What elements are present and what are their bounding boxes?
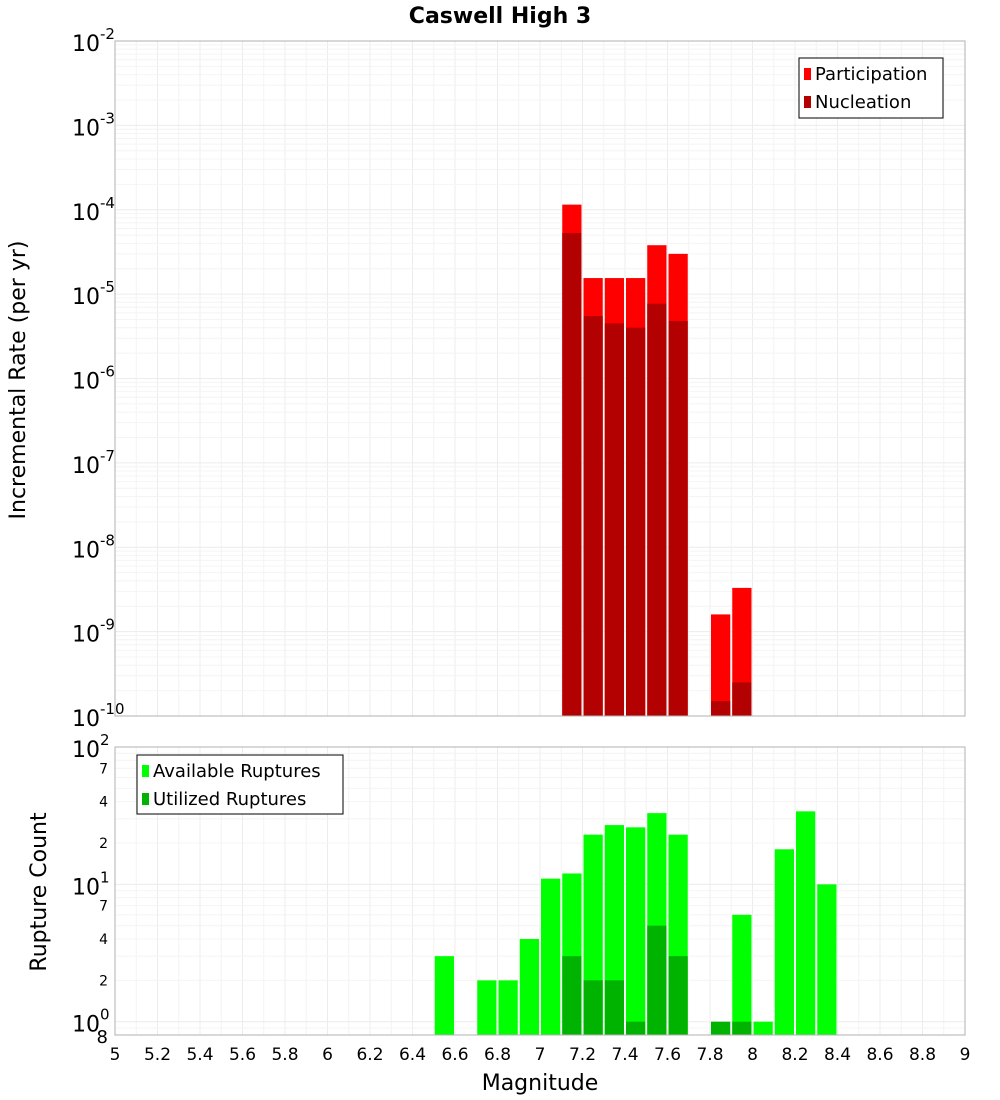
- bottom-y-tick-labels: 102 101 100 7 4 2 7 4 2 8: [72, 731, 110, 1048]
- x-tick-label: 8: [747, 1045, 758, 1065]
- top-y-tick-label: 10-2: [72, 25, 115, 57]
- top-y-tick-label: 10-3: [72, 109, 115, 141]
- bottom-bar-utilized-ruptures: [626, 1021, 646, 1035]
- x-tick-label: 6: [322, 1045, 333, 1065]
- top-legend-label: Nucleation: [815, 92, 911, 113]
- x-tick-label: 6.4: [399, 1045, 426, 1065]
- bottom-bar-available-ruptures: [541, 878, 561, 1035]
- top-bar-participation: [711, 614, 731, 716]
- bottom-legend: Available Ruptures Utilized Ruptures: [136, 754, 344, 815]
- bottom-bar-available-ruptures: [477, 980, 497, 1035]
- bottom-y-tick-label: 102: [72, 731, 110, 763]
- top-bars: [562, 204, 752, 717]
- bottom-legend-label: Utilized Ruptures: [153, 789, 306, 810]
- top-bar-nucleation: [668, 321, 688, 716]
- bottom-bar-available-ruptures: [817, 884, 837, 1035]
- x-tick-label: 7.4: [611, 1045, 638, 1065]
- x-tick-label: 5: [110, 1045, 121, 1065]
- bottom-bar-utilized-ruptures: [583, 980, 603, 1035]
- top-legend-label: Participation: [815, 64, 927, 85]
- x-tick-label: 6.8: [484, 1045, 511, 1065]
- x-tick-label: 8.6: [866, 1045, 893, 1065]
- bottom-bar-utilized-ruptures: [732, 1021, 752, 1035]
- x-tick-label: 6.6: [441, 1045, 468, 1065]
- top-bar-nucleation: [604, 323, 624, 716]
- bottom-y-minor-tick-label: 2: [99, 973, 108, 989]
- bottom-bar-utilized-ruptures: [562, 956, 582, 1035]
- x-tick-label: 5.8: [271, 1045, 298, 1065]
- top-y-tick-label: 10-9: [72, 616, 115, 648]
- top-plot-border: [114, 40, 966, 717]
- bottom-bar-available-ruptures: [519, 939, 539, 1035]
- top-legend-swatch: [804, 96, 811, 108]
- bottom-bar-available-ruptures: [498, 980, 518, 1035]
- x-tick-label: 8.8: [909, 1045, 936, 1065]
- bottom-y-minor-tick-label: 7: [99, 761, 108, 777]
- x-tick-label: 9: [960, 1045, 971, 1065]
- bottom-y-axis-title: Rupture Count: [27, 812, 52, 972]
- x-tick-label: 7.2: [569, 1045, 596, 1065]
- bottom-bars: [434, 811, 837, 1035]
- top-y-tick-labels: 10-2 10-3 10-4 10-5 10-6 10-7 10-8 10-9 10-10: [72, 25, 125, 732]
- top-gridlines: [114, 41, 966, 717]
- bottom-plot-border: [114, 746, 966, 1036]
- bottom-bar-utilized-ruptures: [647, 925, 667, 1035]
- top-legend-swatch: [804, 68, 811, 80]
- x-tick-label: 8.2: [781, 1045, 808, 1065]
- x-tick-label: 6.2: [356, 1045, 383, 1065]
- bottom-bar-utilized-ruptures: [711, 1021, 731, 1035]
- bottom-y-minor-tick-label: 4: [99, 932, 108, 948]
- bottom-bar-available-ruptures: [434, 956, 454, 1035]
- x-axis-title: Magnitude: [482, 1071, 599, 1096]
- top-y-tick-label: 10-10: [72, 700, 125, 732]
- bottom-bar-utilized-ruptures: [668, 956, 688, 1035]
- bottom-y-tick-label: 101: [72, 868, 110, 900]
- bottom-legend-swatch: [142, 765, 149, 777]
- top-bar-nucleation: [711, 701, 731, 716]
- top-legend: Participation Nucleation: [798, 57, 944, 119]
- bottom-bar-utilized-ruptures: [604, 980, 624, 1035]
- top-plot-panel: 10-2 10-3 10-4 10-5 10-6 10-7 10-8 10-9 10-10 Pa…: [72, 25, 966, 732]
- top-y-tick-label: 10-6: [72, 363, 115, 395]
- chart-title: Caswell High 3: [409, 4, 591, 29]
- bottom-bar-available-ruptures: [796, 811, 816, 1035]
- bottom-bar-available-ruptures: [753, 1021, 773, 1035]
- x-tick-label: 8.4: [824, 1045, 851, 1065]
- x-tick-label: 7.6: [654, 1045, 681, 1065]
- bottom-bar-available-ruptures: [774, 849, 794, 1035]
- bottom-legend-box: [136, 754, 344, 815]
- top-y-tick-label: 10-8: [72, 531, 115, 563]
- x-tick-label: 5.2: [144, 1045, 171, 1065]
- bottom-y-minor-tick-label: 7: [99, 899, 108, 915]
- bottom-legend-swatch: [142, 793, 149, 805]
- top-bar-nucleation: [732, 682, 752, 716]
- bottom-y-minor-tick-label: 8: [97, 1027, 108, 1048]
- bottom-bar-available-ruptures: [626, 827, 646, 1035]
- top-y-axis-title: Incremental Rate (per yr): [6, 241, 31, 520]
- bottom-y-minor-tick-label: 4: [99, 795, 108, 811]
- x-tick-label: 7.8: [696, 1045, 723, 1065]
- bottom-y-tick-label: 100: [72, 1006, 110, 1038]
- top-bar-nucleation: [583, 316, 603, 716]
- bottom-y-minor-tick-label: 2: [99, 836, 108, 852]
- top-bar-nucleation: [626, 327, 646, 716]
- bottom-legend-label: Available Ruptures: [153, 761, 321, 782]
- top-bar-nucleation: [647, 303, 667, 716]
- top-y-tick-label: 10-7: [72, 447, 115, 479]
- top-y-tick-label: 10-4: [72, 194, 115, 226]
- top-legend-box: [798, 57, 944, 119]
- top-y-tick-label: 10-5: [72, 278, 115, 310]
- x-tick-label: 5.6: [229, 1045, 256, 1065]
- x-tick-label: 7: [535, 1045, 546, 1065]
- bottom-plot-panel: 102 101 100 7 4 2 7 4 2 8 Available Ruptures Utili…: [72, 731, 966, 1048]
- top-bar-nucleation: [562, 233, 582, 716]
- x-tick-label: 5.4: [186, 1045, 213, 1065]
- x-tick-labels: 5 5.2 5.4 5.6 5.8 6 6.2 6.4 6.6 6.8 7 7.2 7.4 7.6 7.8 8…: [110, 1045, 971, 1065]
- bottom-bar-available-ruptures: [732, 914, 752, 1035]
